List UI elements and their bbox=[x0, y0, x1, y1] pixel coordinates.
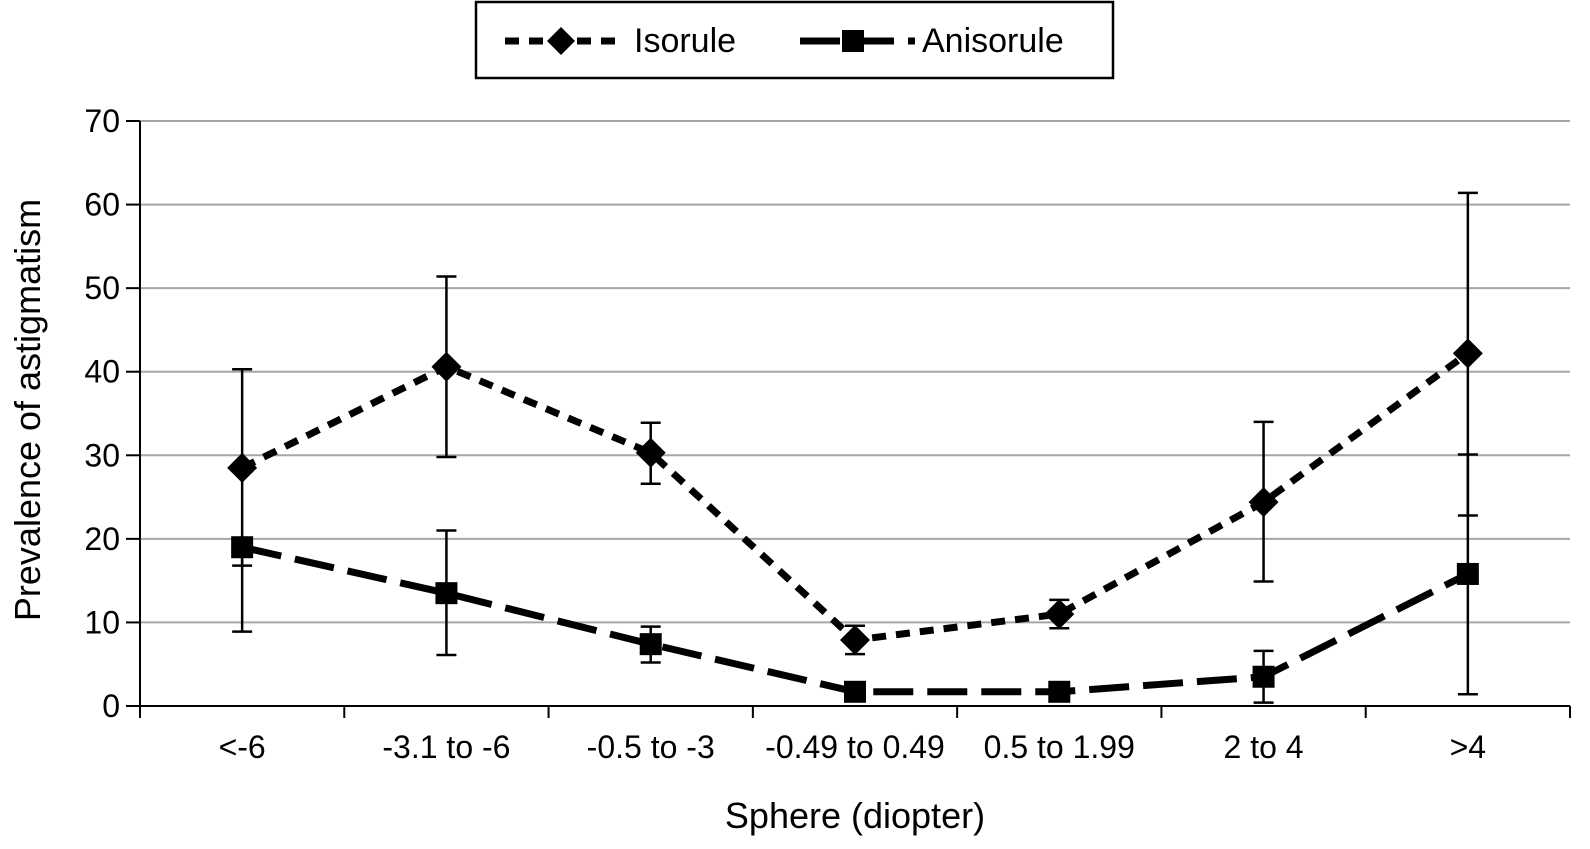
y-tick-label-0: 0 bbox=[102, 688, 120, 724]
x-tick-label-1: -3.1 to -6 bbox=[382, 729, 510, 765]
legend-anisorule-square-marker bbox=[842, 30, 864, 52]
data-point-isorule-4 bbox=[1044, 599, 1075, 630]
gridlines bbox=[140, 120, 1570, 624]
data-point-isorule-5 bbox=[1248, 487, 1279, 518]
series-anisorule-line bbox=[241, 543, 1470, 696]
data-point-isorule-3 bbox=[840, 624, 870, 655]
data-point-isorule-1 bbox=[431, 351, 462, 382]
x-axis-title: Sphere (diopter) bbox=[725, 795, 985, 836]
y-tick-label-70: 70 bbox=[84, 103, 120, 139]
data-point-isorule-2 bbox=[635, 437, 666, 468]
y-tick-label-10: 10 bbox=[84, 604, 120, 640]
series-group bbox=[227, 191, 1483, 704]
axes bbox=[126, 120, 1571, 718]
data-point-anisorule-2 bbox=[639, 633, 662, 656]
data-point-anisorule-0 bbox=[231, 536, 254, 559]
x-tick-labels: <-6 -3.1 to -6 -0.5 to -3 -0.49 to 0.49 0.5 … bbox=[219, 729, 1487, 765]
y-tick-labels: 0 10 20 30 40 50 60 70 bbox=[84, 103, 120, 724]
y-tick-label-50: 50 bbox=[84, 270, 120, 306]
data-point-anisorule-4 bbox=[1048, 680, 1071, 703]
x-tick-label-0: <-6 bbox=[219, 729, 266, 765]
data-point-isorule-0 bbox=[227, 452, 258, 483]
y-tick-label-40: 40 bbox=[84, 354, 120, 390]
y-axis-title: Prevalence of astigmatism bbox=[7, 199, 48, 621]
y-tick-label-30: 30 bbox=[84, 437, 120, 473]
data-point-isorule-6 bbox=[1452, 338, 1483, 369]
x-tick-label-5: 2 to 4 bbox=[1224, 729, 1304, 765]
legend-anisorule-label: Anisorule bbox=[922, 22, 1064, 60]
y-tick-label-20: 20 bbox=[84, 521, 120, 557]
data-point-anisorule-3 bbox=[844, 680, 866, 703]
legend-isorule-label: Isorule bbox=[634, 22, 736, 60]
data-point-anisorule-1 bbox=[435, 582, 458, 605]
series-anisorule bbox=[231, 453, 1479, 704]
x-tick-label-4: 0.5 to 1.99 bbox=[984, 729, 1135, 765]
x-tick-label-3: -0.49 to 0.49 bbox=[765, 729, 945, 765]
y-tick-label-60: 60 bbox=[84, 187, 120, 223]
error-bar-anisorule-0 bbox=[232, 545, 253, 633]
data-point-anisorule-6 bbox=[1456, 562, 1479, 585]
legend-isorule-diamond-marker bbox=[547, 27, 575, 55]
x-tick-label-2: -0.5 to -3 bbox=[587, 729, 715, 765]
legend: Isorule Anisorule bbox=[474, 0, 1115, 80]
series-isorule-line bbox=[240, 350, 1470, 644]
x-tick-label-6: >4 bbox=[1450, 729, 1486, 765]
data-point-anisorule-5 bbox=[1252, 665, 1275, 688]
series-isorule bbox=[227, 191, 1483, 656]
